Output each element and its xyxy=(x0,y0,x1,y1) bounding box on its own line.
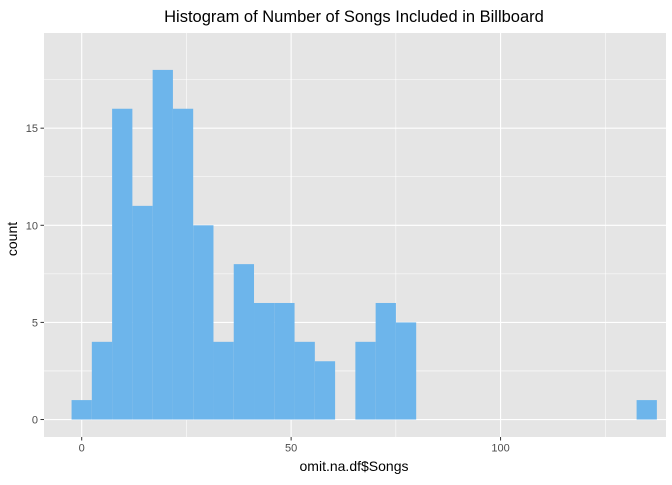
y-tick-label: 10 xyxy=(26,220,38,232)
chart-title: Histogram of Number of Songs Included in… xyxy=(164,8,544,26)
x-tick-label: 0 xyxy=(79,443,85,455)
histogram-bar xyxy=(274,302,295,420)
y-tick-label: 0 xyxy=(32,415,38,427)
y-tick-label: 15 xyxy=(26,123,38,135)
histogram-bar xyxy=(152,69,173,420)
y-axis-ticks: 0 5 10 15 xyxy=(26,123,44,427)
histogram-bar xyxy=(112,108,133,420)
histogram-bar xyxy=(213,341,234,420)
histogram-bar xyxy=(91,341,113,420)
histogram-bar xyxy=(172,108,194,420)
histogram-bar xyxy=(636,400,657,420)
histogram-bar xyxy=(314,361,336,420)
histogram-bar xyxy=(233,264,255,420)
histogram-bar xyxy=(294,341,315,420)
bars xyxy=(71,69,657,420)
x-tick-label: 100 xyxy=(491,443,509,455)
histogram-bar xyxy=(71,400,92,420)
x-tick-label: 50 xyxy=(285,443,297,455)
histogram-bar xyxy=(355,341,376,420)
y-axis-title: count xyxy=(4,222,20,256)
histogram-bar xyxy=(132,205,153,420)
histogram-bar xyxy=(375,302,396,420)
x-axis-ticks: 0 50 100 xyxy=(79,437,510,455)
histogram-bar xyxy=(395,322,417,420)
x-axis-title: omit.na.df$Songs xyxy=(300,458,409,474)
y-tick-label: 5 xyxy=(32,317,38,329)
histogram-bar xyxy=(193,225,214,420)
histogram-bar xyxy=(254,302,275,420)
